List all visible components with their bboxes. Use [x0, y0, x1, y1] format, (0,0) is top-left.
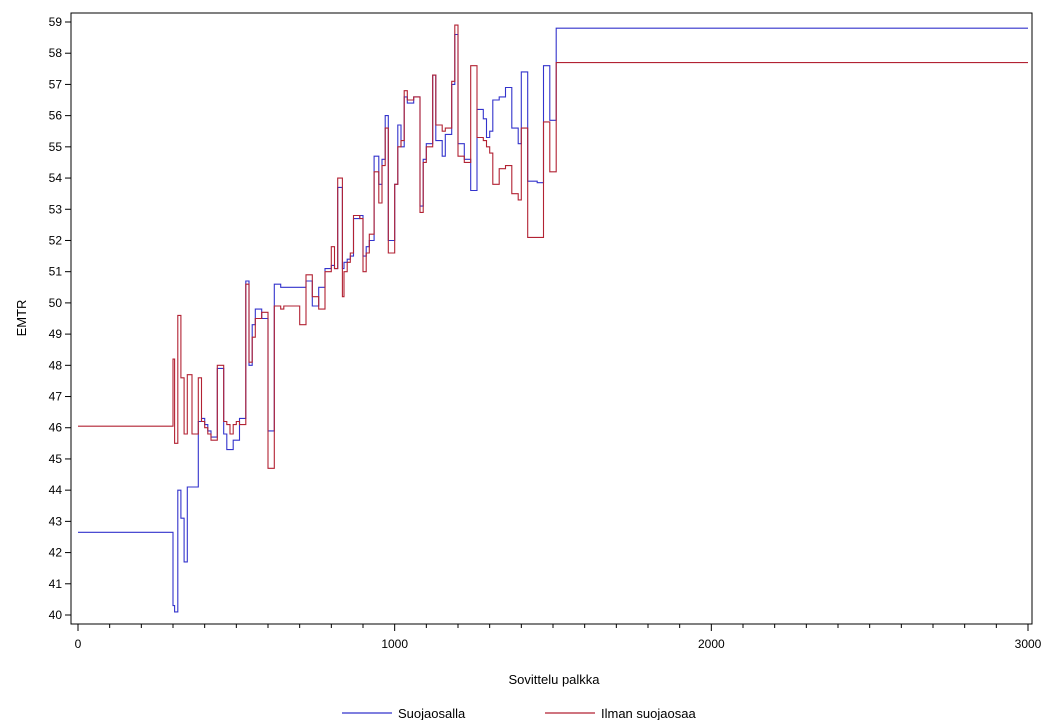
y-tick-label: 59 [49, 15, 63, 29]
y-tick-label: 42 [49, 546, 63, 560]
x-axis: 0 1000 2000 3000 [75, 624, 1042, 651]
y-tick-label: 51 [49, 265, 63, 279]
legend: Suojaosalla Ilman suojaosaa [342, 706, 696, 720]
y-tick-label: 46 [49, 421, 63, 435]
y-tick-label: 50 [49, 296, 63, 310]
y-tick-label: 43 [49, 514, 63, 528]
y-tick-label: 48 [49, 358, 63, 372]
series-layer [78, 24, 1028, 613]
y-tick-label: 44 [49, 483, 63, 497]
y-tick-label: 57 [49, 77, 63, 91]
series-line-suojaosalla [78, 27, 1028, 613]
y-tick-label: 55 [49, 140, 63, 154]
x-axis-title: Sovittelu palkka [508, 672, 600, 687]
y-tick-label: 40 [49, 608, 63, 622]
x-tick-label: 2000 [698, 637, 725, 651]
legend-label-ilman-suojaosaa: Ilman suojaosaa [601, 706, 696, 720]
x-tick-label: 3000 [1015, 637, 1042, 651]
y-tick-label: 56 [49, 109, 63, 123]
x-tick-label: 1000 [381, 637, 408, 651]
plot-area-border [70, 12, 1033, 625]
y-axis-title: EMTR [14, 300, 29, 337]
y-tick-label: 52 [49, 233, 63, 247]
y-tick-label: 49 [49, 327, 63, 341]
x-tick-label: 0 [75, 637, 82, 651]
y-tick-label: 47 [49, 390, 63, 404]
y-tick-label: 41 [49, 577, 63, 591]
y-axis: 40 41 42 43 44 45 46 47 48 49 50 51 52 53 54 55 56 57 58 59 [49, 15, 71, 622]
y-tick-label: 54 [49, 171, 63, 185]
y-tick-label: 58 [49, 46, 63, 60]
legend-label-suojaosalla: Suojaosalla [398, 706, 466, 720]
series-line-ilman-suojaosaa [78, 24, 1028, 469]
y-tick-label: 45 [49, 452, 63, 466]
plot-frame [70, 12, 1033, 625]
y-tick-label: 53 [49, 202, 63, 216]
